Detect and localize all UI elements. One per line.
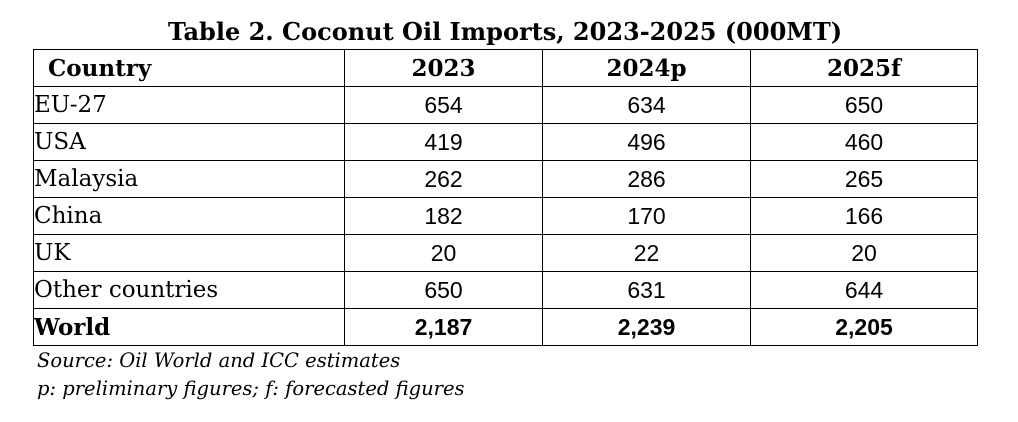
source-note: Source: Oil World and ICC estimates [37, 349, 401, 372]
country-cell: China [33, 197, 345, 235]
country-cell: USA [33, 123, 345, 161]
value-cell-2023: 419 [344, 123, 543, 161]
coconut-oil-imports-table: Country 2023 2024p 2025f EU-27 654 634 6… [33, 49, 978, 346]
value-cell-2024p: 22 [542, 234, 751, 272]
value-cell-2023: 654 [344, 86, 543, 124]
table-row: USA 419 496 460 [33, 123, 978, 161]
value-cell-2024p: 631 [542, 271, 751, 309]
table-header-row: Country 2023 2024p 2025f [33, 49, 978, 87]
table-row: EU-27 654 634 650 [33, 86, 978, 124]
value-cell-2024p: 286 [542, 160, 751, 198]
value-cell-2023: 20 [344, 234, 543, 272]
total-row: World 2,187 2,239 2,205 [33, 308, 978, 346]
table-row: China 182 170 166 [33, 197, 978, 235]
total-label: World [33, 308, 345, 346]
value-cell-2025f: 644 [750, 271, 978, 309]
table-row: Malaysia 262 286 265 [33, 160, 978, 198]
table-row: Other countries 650 631 644 [33, 271, 978, 309]
country-cell: Malaysia [33, 160, 345, 198]
country-cell: EU-27 [33, 86, 345, 124]
country-cell: Other countries [33, 271, 345, 309]
header-2023: 2023 [344, 49, 543, 87]
total-value-2024p: 2,239 [542, 308, 751, 346]
header-2025f: 2025f [750, 49, 978, 87]
value-cell-2025f: 20 [750, 234, 978, 272]
value-cell-2025f: 265 [750, 160, 978, 198]
total-value-2025f: 2,205 [750, 308, 978, 346]
total-value-2023: 2,187 [344, 308, 543, 346]
value-cell-2025f: 166 [750, 197, 978, 235]
header-country: Country [33, 49, 345, 87]
country-cell: UK [33, 234, 345, 272]
table-title: Table 2. Coconut Oil Imports, 2023-2025 … [167, 17, 843, 46]
value-cell-2024p: 634 [542, 86, 751, 124]
table-row: UK 20 22 20 [33, 234, 978, 272]
value-cell-2023: 262 [344, 160, 543, 198]
value-cell-2024p: 496 [542, 123, 751, 161]
value-cell-2025f: 460 [750, 123, 978, 161]
value-cell-2025f: 650 [750, 86, 978, 124]
value-cell-2023: 650 [344, 271, 543, 309]
legend-note: p: preliminary figures; f: forecasted fi… [37, 377, 465, 400]
value-cell-2024p: 170 [542, 197, 751, 235]
header-2024p: 2024p [542, 49, 751, 87]
value-cell-2023: 182 [344, 197, 543, 235]
